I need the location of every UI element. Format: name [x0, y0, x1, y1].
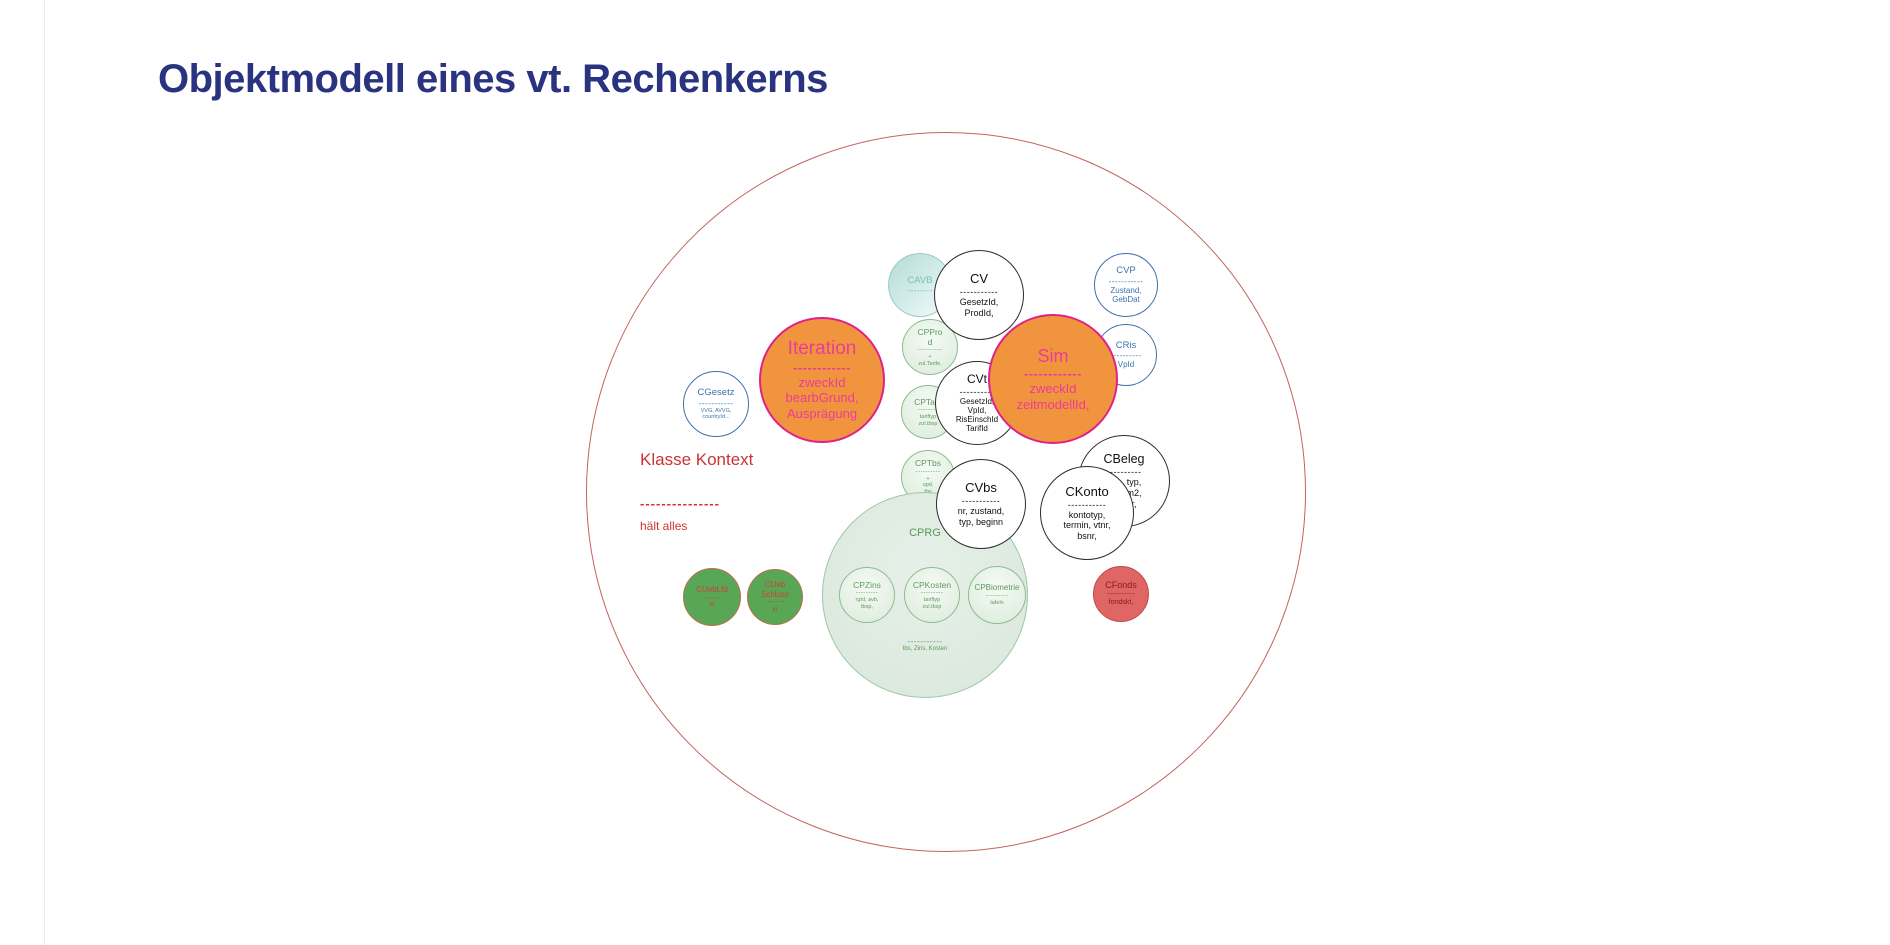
class-attrs: typ, m2, r,	[1126, 477, 1142, 509]
separator: --------	[765, 599, 785, 606]
class-circle-ckonto: CKonto ----------- kontotyp, termin, vtn…	[1040, 466, 1134, 560]
separator: --------	[702, 594, 722, 601]
class-circle-cgesetz: CGesetz ----------- VVG, AVVG, countryId…	[683, 371, 749, 437]
class-name: CPTarif	[914, 396, 942, 407]
class-circle-cvbs: CVbs ----------- nr, zustand, typ, begin…	[936, 459, 1026, 549]
class-attrs: fondskt,	[1108, 599, 1134, 607]
separator: ----------	[915, 468, 941, 475]
separator: ----------	[1106, 467, 1142, 478]
class-name: CBeleg	[1103, 452, 1145, 467]
class-name: CFonds	[1105, 580, 1137, 591]
separator: -----------	[961, 495, 1001, 506]
separator: -----------	[1108, 276, 1144, 286]
class-attrs: id	[772, 606, 778, 613]
class-attrs: tafeln	[990, 600, 1004, 607]
page-title: Objektmodell eines vt. Rechenkerns	[158, 56, 828, 101]
class-attrs: Zustand, GebDat	[1110, 285, 1142, 305]
separator: ------------	[793, 360, 851, 376]
context-label-block: Klasse Kontext --------------- hält alle…	[640, 450, 753, 533]
separator: ----------	[917, 346, 943, 353]
separator: -----------	[1067, 499, 1107, 510]
class-attrs: zweckId bearbGrund, Ausprägung	[785, 374, 859, 422]
class-circle-cueblfd: CUebLfd -------- id	[683, 568, 741, 626]
separator: -----------	[959, 286, 999, 297]
class-name: CPTbs	[915, 458, 941, 469]
class-name: CPZins	[853, 579, 881, 590]
separator: ----------	[959, 386, 995, 397]
class-circle-cuebschluss: CUeb Schluss -------- id	[747, 569, 803, 625]
class-name: CKonto	[1065, 483, 1109, 499]
class-name: CVbs	[965, 480, 997, 496]
class-attrs: VpId	[1117, 360, 1135, 370]
class-attrs: tbs, Zins, Kosten	[902, 645, 948, 652]
class-name: Sim	[1037, 345, 1069, 366]
class-attrs: + zul.Tarife,	[918, 354, 942, 367]
class-name: Iteration	[787, 338, 857, 360]
class-circle-cpkosten: CPKosten --------- tariftyp zul.tbsp	[904, 567, 960, 623]
class-name: CPKosten	[912, 579, 952, 590]
separator: --------	[918, 406, 938, 413]
separator: -----------	[698, 398, 734, 408]
context-boundary-circle	[586, 132, 1306, 852]
class-attrs: rgId, avb, tbsp,	[855, 597, 879, 610]
separator: -----------	[907, 636, 943, 646]
class-name: CAVB	[907, 274, 933, 286]
separator: ----------	[1110, 351, 1142, 361]
class-circle-cv: CV ----------- GesetzId, ProdId,	[934, 250, 1024, 340]
class-circle-sim: Sim ------------ zweckId zeitmodellId,	[988, 314, 1118, 444]
class-attrs: tariftyp zul.tbsp	[918, 414, 938, 427]
class-attrs: VVG, AVVG, countryId...	[700, 407, 732, 421]
class-circle-cfonds: CFonds ---------- fondskt,	[1093, 566, 1149, 622]
class-name: CVP	[1116, 265, 1136, 277]
context-separator: ---------------	[640, 496, 720, 511]
separator: ----------	[1106, 591, 1136, 599]
class-name: CPRG	[909, 527, 941, 539]
class-name: CUeb Schluss	[760, 580, 789, 599]
class-attrs: zweckId zeitmodellId,	[1016, 381, 1090, 412]
class-name: CUebLfd	[696, 584, 728, 594]
class-circle-iteration: Iteration ------------ zweckId bearbGrun…	[759, 317, 885, 443]
class-attrs: GesetzId, ProdId,	[959, 297, 999, 318]
context-note: hält alles	[640, 519, 688, 533]
separator: ------------	[1024, 366, 1082, 382]
class-name: CRis	[1115, 339, 1137, 351]
class-attrs: nr, zustand, typ, beginn	[957, 506, 1005, 527]
context-label: Klasse Kontext	[640, 450, 754, 469]
class-circle-cvp: CVP ----------- Zustand, GebDat	[1094, 253, 1158, 317]
class-circle-cpbiometrie: CPBiometrie --------- tafeln	[968, 566, 1026, 624]
class-name: CV	[969, 271, 989, 287]
page-edge-divider	[44, 0, 45, 945]
class-name: CGesetz	[697, 387, 735, 399]
separator: ---------	[920, 589, 944, 596]
class-attrs: GesetzId, VpId, RisEinschId TarifId	[955, 396, 999, 434]
class-name: CVt	[966, 372, 987, 387]
class-name: CPProd	[917, 326, 943, 347]
class-attrs: kontotyp, termin, vtnr, bsnr,	[1063, 509, 1111, 542]
separator: ---------	[855, 589, 879, 596]
separator: --------	[907, 286, 933, 296]
class-name: CPBiometrie	[974, 583, 1020, 593]
class-circle-cpzins: CPZins --------- rgId, avb, tbsp,	[839, 567, 895, 623]
class-attrs: id	[709, 601, 715, 608]
class-attrs: tariftyp zul.tbsp	[922, 597, 942, 610]
separator: ---------	[985, 592, 1009, 599]
